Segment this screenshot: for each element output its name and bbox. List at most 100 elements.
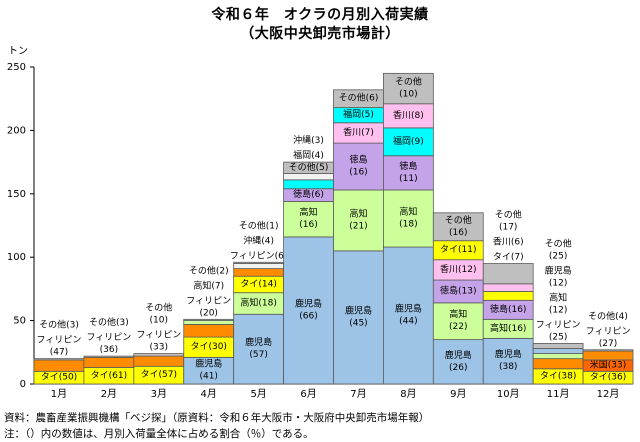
segment-label-tokushima: 徳島(16) bbox=[349, 154, 367, 178]
bar-segment-philippines bbox=[33, 359, 85, 372]
segment-label-other: その他(4) bbox=[588, 310, 628, 322]
y-axis-unit-label: トン bbox=[8, 46, 28, 57]
bar-segment-okinawa bbox=[233, 263, 284, 270]
segment-label-kochi: 高知(21) bbox=[349, 207, 367, 231]
segment-label-kochi: 高知(16) bbox=[490, 322, 526, 334]
y-tick-label: 150 bbox=[7, 188, 26, 199]
segment-label-okinawa: 沖縄(3) bbox=[293, 134, 324, 146]
x-tick-label: 3月 bbox=[151, 388, 167, 400]
bar-segment-kagawa bbox=[482, 283, 534, 292]
source-note: 資料：農畜産業振興機構「ベジ探」（原資料：令和６年大阪市・大阪府中央卸売市場年報… bbox=[4, 412, 430, 424]
x-tick-label: 11月 bbox=[547, 388, 570, 400]
x-tick-label: 2月 bbox=[101, 388, 117, 400]
bar-segment-kagoshima bbox=[333, 250, 384, 385]
bar-segment-tai bbox=[482, 291, 534, 301]
bar-segment-other bbox=[83, 355, 135, 358]
x-tick-label: 4月 bbox=[201, 388, 217, 400]
segment-label-philippines: フィリピン(33) bbox=[136, 330, 181, 353]
y-tick-label: 250 bbox=[7, 62, 26, 73]
bar-segment-kochi bbox=[283, 201, 334, 238]
segment-label-other: その他(2) bbox=[189, 264, 229, 276]
y-tick-label: 50 bbox=[13, 315, 26, 326]
bar-segment-kochi bbox=[532, 353, 584, 360]
segment-label-kagoshima: 鹿児島(26) bbox=[445, 349, 472, 373]
x-tick-label: 7月 bbox=[350, 388, 366, 400]
segment-label-philippines: フィリピン(20) bbox=[186, 295, 231, 318]
segment-label-other: その他(6) bbox=[339, 92, 379, 104]
segment-label-kagawa: 香川(7) bbox=[343, 127, 374, 138]
segment-label-fukuoka: 福岡(4) bbox=[293, 149, 324, 161]
segment-label-tokushima: 徳島(16) bbox=[490, 303, 526, 315]
segment-label-tai: タイ(14) bbox=[240, 278, 276, 289]
bar-segment-kagoshima bbox=[482, 337, 534, 385]
segment-label-kagoshima: 鹿児島(41) bbox=[195, 358, 222, 382]
segment-label-kagawa: 香川(6) bbox=[493, 237, 524, 248]
bar-segment-tokushima bbox=[383, 155, 434, 191]
chart-title: 令和６年 オクラの月別入荷実績 bbox=[211, 7, 429, 23]
segment-label-kochi: 高知(7) bbox=[193, 279, 224, 291]
bar-segment-tokushima bbox=[333, 142, 384, 191]
y-tick-label: 0 bbox=[20, 379, 26, 390]
segment-label-tai: タイ(7) bbox=[493, 252, 524, 263]
bar-segment-other bbox=[532, 343, 584, 349]
segment-label-tai: タイ(61) bbox=[91, 370, 127, 381]
segment-label-tai: タイ(57) bbox=[141, 369, 177, 380]
x-tick-label: 6月 bbox=[300, 388, 316, 400]
bar-segment-kagoshima bbox=[283, 236, 334, 385]
segment-label-tai: タイ(38) bbox=[540, 370, 576, 381]
segment-label-other: その他(3) bbox=[89, 316, 129, 328]
bar-segment-philippines bbox=[233, 268, 284, 277]
x-tick-label: 5月 bbox=[250, 388, 266, 400]
segment-label-kochi: 高知(12) bbox=[549, 291, 567, 315]
segment-label-other: その他(25) bbox=[545, 237, 572, 261]
segment-label-tai: タイ(11) bbox=[440, 244, 476, 255]
bar-segment-philippines bbox=[582, 350, 634, 361]
x-tick-label: 12月 bbox=[597, 388, 620, 400]
segment-label-tokushima: 徳島(13) bbox=[440, 284, 476, 296]
segment-label-philippines: フィリピン(27) bbox=[586, 326, 631, 349]
bar-segment-other bbox=[383, 72, 434, 105]
chart-subtitle: （大阪中央卸売市場計） bbox=[240, 26, 400, 42]
bar-segment-other bbox=[33, 358, 85, 361]
bar-segment-kagawa bbox=[383, 103, 434, 129]
segment-label-okinawa: 沖縄(4) bbox=[243, 234, 274, 246]
bar-segment-kochi bbox=[183, 320, 235, 325]
segment-label-fukuoka: 福岡(5) bbox=[343, 108, 374, 120]
segment-label-philippines: フィリピン(47) bbox=[37, 335, 82, 358]
bar-segment-kochi bbox=[432, 302, 484, 341]
bar-segment-kagoshima bbox=[233, 313, 284, 385]
segment-label-tokushima: 徳島(6) bbox=[293, 188, 324, 200]
bar-segment-philippines bbox=[183, 324, 235, 338]
bar-segment-other bbox=[432, 212, 484, 242]
bar-segment-other bbox=[183, 318, 235, 322]
segment-label-philippines: フィリピン(25) bbox=[536, 319, 581, 342]
segment-label-kagoshima: 鹿児島(44) bbox=[395, 303, 422, 327]
segment-label-other: その他(16) bbox=[445, 214, 472, 238]
segment-label-kochi: 高知(18) bbox=[399, 206, 417, 230]
segment-label-kagoshima: 鹿児島(66) bbox=[295, 297, 322, 321]
segment-label-kagawa: 香川(12) bbox=[440, 264, 476, 275]
bar-segment-kochi bbox=[383, 189, 434, 248]
segment-label-other: その他(10) bbox=[145, 302, 172, 326]
x-tick-label: 9月 bbox=[450, 388, 466, 400]
bar-segment-fukuoka bbox=[283, 179, 334, 190]
segment-label-kochi: 高知(16) bbox=[299, 206, 317, 230]
segment-label-philippines: フィリピン(36) bbox=[86, 332, 131, 355]
segment-label-kagoshima: 鹿児島(38) bbox=[495, 348, 522, 372]
segment-label-tai: タイ(50) bbox=[41, 372, 77, 383]
segment-label-kagoshima: 鹿児島(45) bbox=[345, 304, 372, 328]
segment-label-tai: タイ(30) bbox=[190, 341, 226, 352]
x-tick-label: 10月 bbox=[497, 388, 520, 400]
bar-segment-other bbox=[233, 261, 284, 264]
segment-label-tokushima: 徳島(11) bbox=[399, 160, 417, 184]
x-tick-label: 8月 bbox=[400, 388, 416, 400]
bar-segment-philippines bbox=[532, 358, 584, 370]
bar-segment-philippines bbox=[133, 355, 185, 367]
footnote: 注：（）内の数値は、月別入荷量全体に占める割合（％）である。 bbox=[4, 428, 314, 440]
bar-segment-kagoshima bbox=[183, 356, 235, 385]
segment-label-philippines: フィリピン(6) bbox=[230, 250, 288, 261]
segment-label-kochi: 高知(18) bbox=[240, 296, 276, 308]
y-tick-label: 200 bbox=[7, 125, 26, 136]
segment-label-kagoshima: 鹿児島(12) bbox=[545, 264, 572, 288]
segment-label-other: その他(5) bbox=[289, 161, 329, 173]
